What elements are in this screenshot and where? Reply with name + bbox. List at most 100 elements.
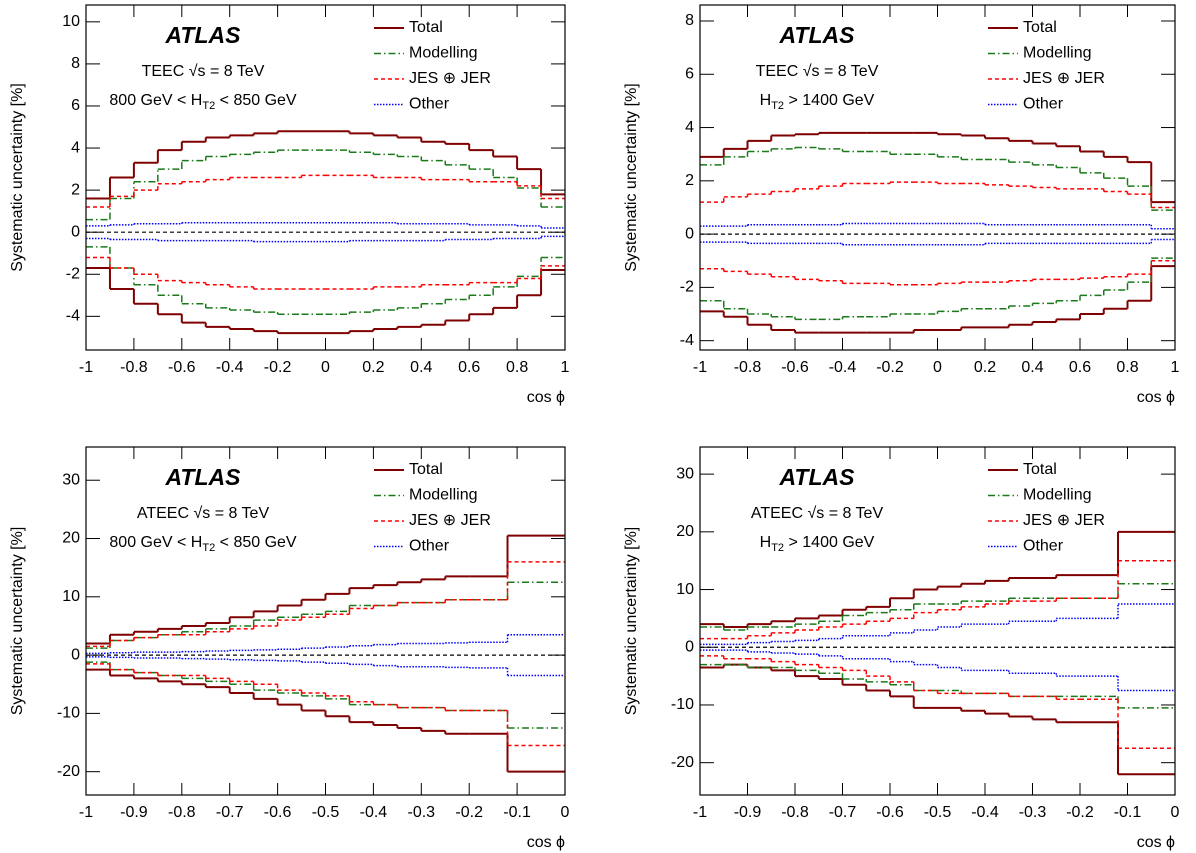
experiment-label: ATLAS [165, 22, 242, 48]
x-tick-label: -0.8 [168, 804, 196, 821]
x-tick-label: -0.2 [876, 359, 904, 376]
y-tick-label: 10 [676, 581, 694, 598]
x-tick-label: 0.8 [506, 359, 528, 376]
x-tick-label: 0.8 [1116, 359, 1138, 376]
x-tick-label: 1 [561, 359, 570, 376]
selection-subscript: T2 [771, 542, 784, 554]
x-tick-label: -1 [79, 804, 93, 821]
observable-label: TEEC √s = 8 TeV [756, 63, 879, 80]
panel: -20 -10 0 10 20 30 -1 -0.9 -0.8 -0.7 -0.6 -0.5 -0.4 -… [9, 446, 570, 851]
y-tick-label: -10 [671, 696, 694, 713]
experiment-label: ATLAS [779, 22, 856, 48]
y-tick-label: -20 [57, 763, 80, 780]
x-axis-title: cos ϕ [1137, 834, 1175, 851]
selection-text: 800 GeV < H [109, 534, 202, 551]
x-tick-label: 0 [321, 359, 330, 376]
y-tick-label: 20 [62, 530, 80, 547]
x-tick-label: 1 [1171, 359, 1180, 376]
x-tick-label: -0.5 [924, 804, 952, 821]
legend-label: Modelling [409, 45, 477, 62]
x-tick-label: -0.4 [829, 359, 857, 376]
x-tick-label: -0.6 [168, 359, 196, 376]
y-tick-label: 0 [71, 646, 80, 663]
y-tick-label: -4 [66, 308, 80, 325]
y-tick-label: 6 [71, 97, 80, 114]
y-tick-label: 2 [685, 172, 694, 189]
x-tick-label: 0.4 [410, 359, 432, 376]
x-tick-label: -0.4 [216, 359, 244, 376]
y-tick-label: 8 [71, 55, 80, 72]
legend-label: JES ⊕ JER [1023, 70, 1105, 87]
y-tick-label: -20 [671, 754, 694, 771]
y-tick-label: -4 [680, 332, 694, 349]
y-tick-label: 0 [71, 223, 80, 240]
panel: -20 -10 0 10 20 30 -1 -0.9 -0.8 -0.7 -0.6 -0.5 -0.4 -… [623, 446, 1180, 851]
x-tick-label: 0.4 [1021, 359, 1043, 376]
plot-frame [85, 446, 566, 796]
selection-subscript: T2 [771, 100, 784, 112]
x-axis-title: cos ϕ [527, 834, 565, 851]
x-tick-label: 0 [1171, 804, 1180, 821]
legend-label: Modelling [409, 487, 477, 504]
x-tick-label: -0.2 [455, 804, 483, 821]
x-tick-label: -0.3 [408, 804, 436, 821]
y-tick-label: 4 [685, 119, 694, 136]
legend-label: Total [409, 461, 443, 478]
selection-text: > 1400 GeV [784, 92, 875, 109]
selection-label: 800 GeV < HT2 < 850 GeV [109, 92, 297, 112]
y-tick-label: 4 [71, 139, 80, 156]
selection-label: 800 GeV < HT2 < 850 GeV [109, 534, 297, 554]
selection-text: H [760, 92, 772, 109]
x-tick-label: 0 [933, 359, 942, 376]
legend-label: Total [1023, 461, 1057, 478]
x-tick-label: -0.4 [360, 804, 388, 821]
y-tick-label: 30 [676, 465, 694, 482]
plot-frame [699, 446, 1176, 796]
selection-text: < 850 GeV [215, 534, 297, 551]
selection-label: HT2 > 1400 GeV [760, 534, 875, 554]
x-tick-label: -0.5 [312, 804, 340, 821]
x-tick-label: -0.8 [120, 359, 148, 376]
legend-label: JES ⊕ JER [409, 70, 491, 87]
y-tick-label: 30 [62, 471, 80, 488]
x-tick-label: -0.6 [876, 804, 904, 821]
x-tick-label: 0 [561, 804, 570, 821]
x-tick-label: -1 [693, 804, 707, 821]
y-tick-label: 10 [62, 588, 80, 605]
x-tick-label: -0.7 [829, 804, 857, 821]
x-tick-label: -0.9 [120, 804, 148, 821]
legend-label: Other [409, 538, 450, 555]
x-tick-label: -0.4 [971, 804, 999, 821]
selection-text: 800 GeV < H [109, 92, 202, 109]
x-tick-label: -0.1 [503, 804, 531, 821]
selection-label: HT2 > 1400 GeV [760, 92, 875, 112]
selection-text: H [760, 534, 772, 551]
x-tick-label: -0.1 [1114, 804, 1142, 821]
y-tick-label: 20 [676, 523, 694, 540]
y-tick-label: -2 [66, 265, 80, 282]
x-tick-label: -1 [79, 359, 93, 376]
x-axis-title: cos ϕ [527, 389, 565, 406]
x-tick-label: -0.8 [734, 359, 762, 376]
legend-label: JES ⊕ JER [1023, 512, 1105, 529]
legend-label: Other [1023, 538, 1064, 555]
selection-text: < 850 GeV [215, 92, 297, 109]
selection-subscript: T2 [202, 100, 215, 112]
y-tick-label: 2 [71, 181, 80, 198]
experiment-label: ATLAS [165, 464, 242, 490]
y-axis-title: Systematic uncertainty [%] [623, 527, 640, 716]
panel: -4 -2 0 2 4 6 8 10 -1 -0.8 -0.6 -0.4 -0.2 0 0.2 0.4 0.6 0… [9, 4, 570, 406]
x-tick-label: -0.3 [1019, 804, 1047, 821]
x-tick-label: 0.2 [362, 359, 384, 376]
y-tick-label: 0 [685, 225, 694, 242]
legend-label: Total [1023, 19, 1057, 36]
plot-frame [699, 4, 1176, 351]
x-tick-label: 0.2 [974, 359, 996, 376]
x-tick-label: -1 [693, 359, 707, 376]
x-tick-label: -0.8 [781, 804, 809, 821]
legend-label: Modelling [1023, 487, 1091, 504]
legend-label: JES ⊕ JER [409, 512, 491, 529]
x-tick-label: -0.6 [781, 359, 809, 376]
x-tick-label: -0.7 [216, 804, 244, 821]
